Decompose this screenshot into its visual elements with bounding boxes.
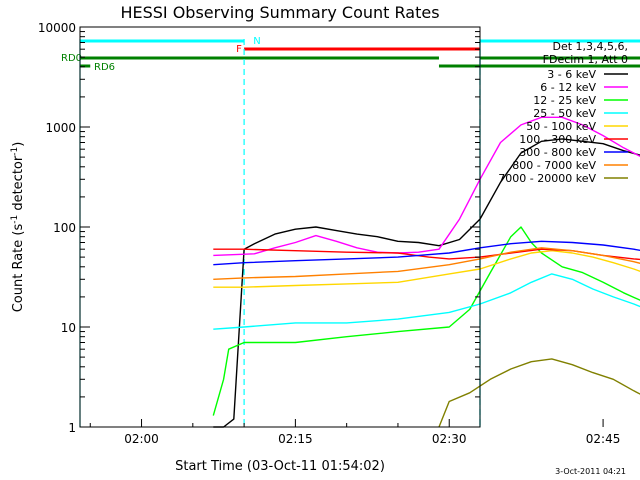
- series-line-4: [213, 249, 640, 288]
- flag-label: RD6: [94, 62, 115, 73]
- legend-header-2: FDecim 1, Att 0: [543, 53, 628, 66]
- legend-label: 25 - 50 keV: [533, 107, 596, 120]
- legend-label: 6 - 12 keV: [540, 81, 596, 94]
- x-tick-label: 02:15: [278, 432, 313, 446]
- legend-label: 800 - 7000 keV: [512, 159, 596, 172]
- x-tick-label: 02:30: [432, 432, 467, 446]
- plot-frame: [79, 26, 481, 428]
- legend-label: 100 - 300 keV: [519, 133, 596, 146]
- y-tick-label: 10: [61, 321, 76, 335]
- flag-label: N: [253, 36, 260, 47]
- flag-label: F: [236, 44, 242, 55]
- legend: Det 1,3,4,5,6, FDecim 1, Att 0 3 - 6 keV…: [498, 40, 628, 185]
- x-tick-label: 02:00: [124, 432, 159, 446]
- y-axis-label-main: Count Rate (s: [11, 224, 26, 313]
- series-line-7: [213, 247, 640, 280]
- x-axis-label: Start Time (03-Oct-11 01:54:02): [175, 459, 385, 474]
- legend-label: 3 - 6 keV: [547, 68, 596, 81]
- y-tick-label: 1: [68, 421, 76, 435]
- flag-label: RD0: [61, 53, 82, 64]
- y-axis-label: Count Rate (s-1 detector-1): [10, 142, 26, 313]
- series-line-0: [213, 138, 640, 428]
- flag-bars: NF RD0 RD6: [61, 36, 640, 73]
- plot-area: NF RD0 RD6: [61, 26, 640, 428]
- legend-label: 12 - 25 keV: [533, 94, 596, 107]
- legend-label: 50 - 100 keV: [526, 120, 596, 133]
- chart-title: HESSI Observing Summary Count Rates: [120, 3, 439, 22]
- y-axis: 1 10 100 1000 10000: [38, 21, 480, 435]
- y-tick-label: 10000: [38, 21, 76, 35]
- y-axis-label-end: ): [11, 142, 26, 147]
- timestamp: 3-Oct-2011 04:21: [555, 467, 626, 476]
- y-tick-label: 1000: [45, 121, 76, 135]
- series-line-2: [212, 226, 640, 416]
- series-line-8: [438, 358, 640, 428]
- legend-header-1: Det 1,3,4,5,6,: [552, 40, 628, 53]
- series-line-3: [213, 273, 640, 330]
- y-axis-label-sup1: -1: [10, 215, 20, 224]
- legend-label: 300 - 800 keV: [519, 146, 596, 159]
- x-tick-label: 02:45: [586, 432, 621, 446]
- y-axis-label-mid: detector: [11, 155, 26, 215]
- series-lines: [212, 116, 640, 428]
- series-line-6: [213, 240, 640, 266]
- y-tick-label: 100: [53, 221, 76, 235]
- legend-label: 7000 - 20000 keV: [498, 172, 596, 185]
- y-axis-label-sup2: -1: [10, 147, 20, 156]
- series-line-1: [213, 116, 640, 257]
